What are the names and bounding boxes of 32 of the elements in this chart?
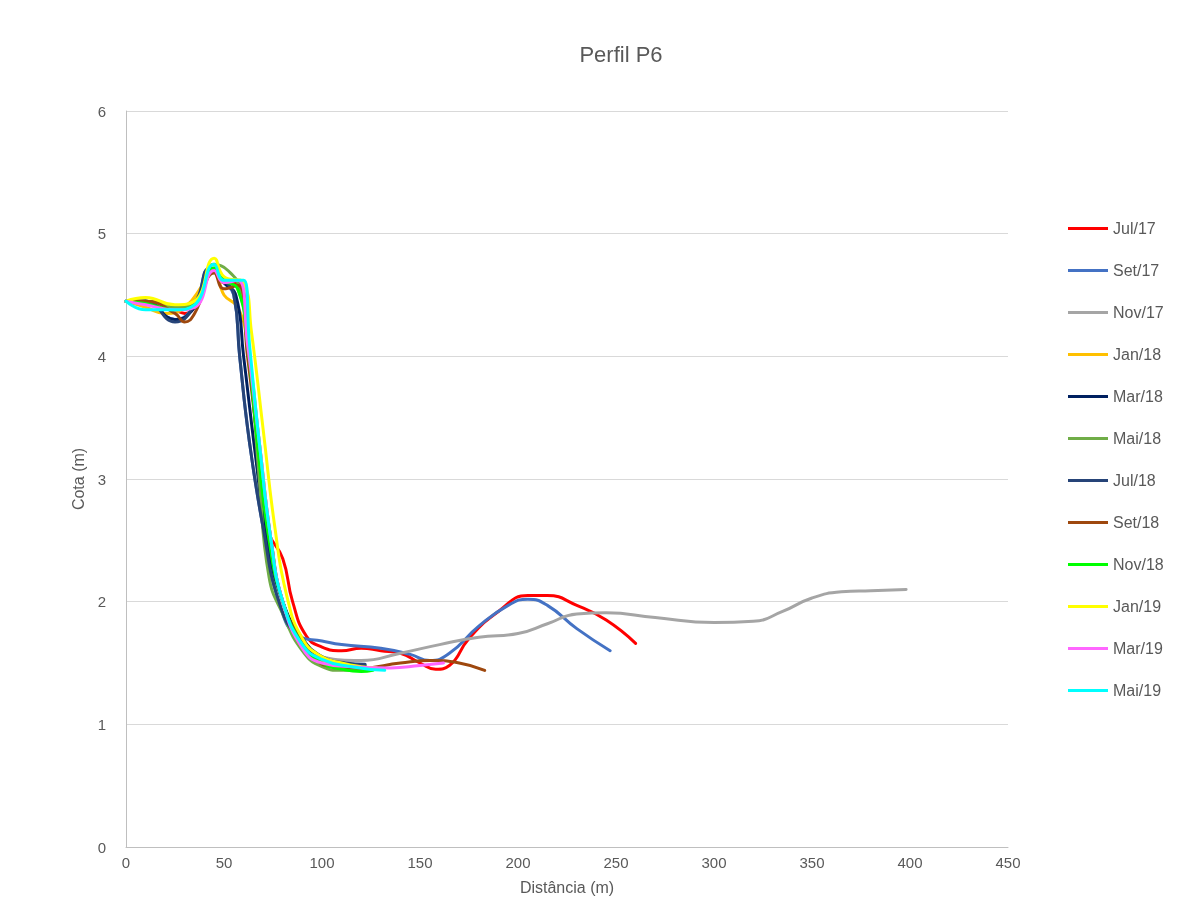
x-tick-label: 250 (603, 854, 629, 871)
legend-label: Nov/18 (1113, 556, 1164, 573)
x-tick-label: 0 (121, 854, 131, 871)
legend-label: Jan/19 (1113, 598, 1162, 615)
legend-label: Set/17 (1113, 262, 1160, 279)
x-axis-title: Distância (m) (519, 878, 615, 896)
legend-label: Mai/19 (1113, 682, 1162, 699)
x-tick-label: 150 (407, 854, 433, 871)
y-tick-label: 3 (97, 470, 106, 488)
x-tick-label: 300 (701, 854, 727, 871)
legend-label: Jan/18 (1113, 346, 1162, 363)
legend-label: Mar/19 (1113, 640, 1163, 657)
x-tick-label: 350 (799, 854, 825, 871)
legend-label: Jul/18 (1113, 472, 1156, 489)
x-tick-label: 100 (309, 854, 335, 871)
x-tick-label: 450 (995, 854, 1021, 871)
chart-title: Perfil P6 (579, 41, 663, 67)
legend-label: Nov/17 (1113, 304, 1164, 321)
legend-label: Jul/17 (1113, 220, 1156, 237)
y-tick-label: 0 (97, 838, 106, 856)
legend-label: Mai/18 (1113, 430, 1162, 447)
legend-label: Mar/18 (1113, 388, 1163, 405)
y-tick-label: 6 (97, 102, 106, 120)
x-tick-label: 200 (505, 854, 531, 871)
y-tick-label: 5 (97, 225, 106, 243)
legend-label: Set/18 (1113, 514, 1160, 531)
x-tick-label: 50 (215, 854, 233, 871)
y-tick-label: 2 (97, 593, 106, 611)
y-tick-label: 1 (97, 715, 106, 733)
y-tick-label: 4 (97, 347, 106, 365)
x-tick-label: 400 (897, 854, 923, 871)
y-axis-title: Cota (m) (69, 447, 87, 511)
